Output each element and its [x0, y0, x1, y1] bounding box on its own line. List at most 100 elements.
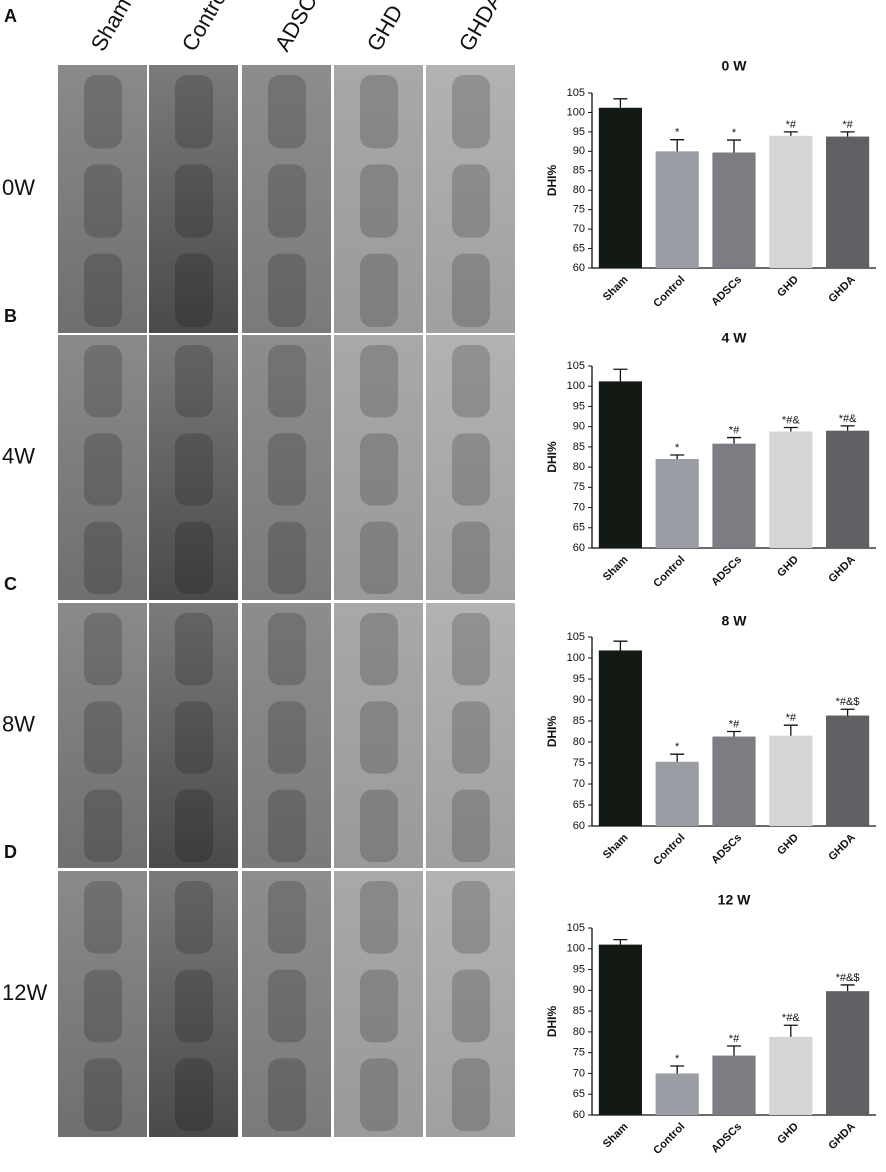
y-tick-label: 65	[573, 242, 585, 254]
vertebra	[452, 164, 490, 238]
y-tick-label: 105	[567, 360, 585, 372]
vertebra	[268, 75, 306, 149]
vertebra	[84, 881, 122, 954]
y-tick-label: 105	[567, 631, 585, 643]
vertebra	[175, 881, 213, 954]
annotation: *#&	[839, 413, 857, 425]
error-bar	[783, 426, 798, 432]
vertebra	[84, 253, 122, 327]
error-bar	[840, 984, 855, 992]
vertebra	[84, 433, 122, 506]
bar	[826, 991, 870, 1115]
vertebra	[268, 164, 306, 238]
bar	[826, 430, 870, 548]
vertebra	[268, 253, 306, 327]
x-tick-label: ADSCs	[709, 554, 744, 589]
bar	[655, 1073, 699, 1115]
y-tick-label: 100	[567, 943, 585, 955]
annotation: *#&$	[836, 972, 860, 984]
bar	[712, 443, 756, 548]
annotation: *	[675, 127, 680, 139]
annotation: *#	[786, 712, 797, 724]
vertebra	[268, 881, 306, 954]
y-tick-label: 80	[573, 736, 585, 748]
y-tick-label: 95	[573, 126, 585, 138]
vertebra	[360, 433, 398, 506]
error-bar	[727, 436, 741, 444]
error-bar	[727, 1045, 741, 1056]
vertebra	[360, 789, 398, 862]
xray-image	[426, 871, 515, 1137]
y-tick-label: 90	[573, 984, 585, 996]
y-tick-label: 85	[573, 165, 585, 177]
xray-image	[58, 871, 147, 1137]
xray-image	[242, 603, 331, 868]
vertebra	[360, 253, 398, 327]
y-tick-label: 75	[573, 481, 585, 493]
x-tick-label: ADSCs	[709, 1121, 744, 1156]
bar	[655, 459, 699, 548]
vertebra	[175, 345, 213, 418]
y-tick-label: 70	[573, 223, 585, 235]
y-axis-label: DHI%	[545, 441, 559, 473]
xray-image	[58, 65, 147, 333]
vertebra	[360, 164, 398, 238]
column-label: ADSCs	[270, 0, 328, 55]
xray-image	[58, 603, 147, 868]
xray-image	[149, 603, 238, 868]
x-tick-label: ADSCs	[709, 832, 744, 867]
row-label: 8W	[2, 711, 35, 736]
vertebra	[84, 969, 122, 1043]
error-bar	[840, 131, 855, 137]
bar	[598, 650, 642, 826]
row-label: 12W	[2, 980, 47, 1005]
x-tick-label: Control	[651, 274, 687, 310]
annotation: *#&$	[836, 696, 860, 708]
chart-title: 4 W	[722, 330, 748, 346]
annotation: *#&	[782, 414, 800, 426]
vertebra	[268, 1058, 306, 1131]
y-tick-label: 100	[567, 380, 585, 392]
bar	[712, 1055, 756, 1115]
vertebra	[175, 253, 213, 327]
y-tick-label: 70	[573, 778, 585, 790]
y-tick-label: 95	[573, 963, 585, 975]
error-bar	[670, 753, 685, 762]
y-tick-label: 80	[573, 184, 585, 196]
column-label: GHDA	[454, 0, 508, 55]
error-bar	[613, 98, 628, 108]
bar	[769, 1036, 813, 1115]
x-tick-label: Sham	[601, 832, 631, 862]
bar	[769, 431, 813, 548]
chart-title: 12 W	[718, 892, 751, 908]
vertebra	[268, 701, 306, 774]
vertebra	[175, 75, 213, 149]
vertebra	[84, 521, 122, 594]
y-tick-label: 70	[573, 1067, 585, 1079]
vertebra	[268, 521, 306, 594]
xray-image	[242, 335, 331, 600]
bar	[826, 715, 870, 826]
y-tick-label: 105	[567, 87, 585, 99]
panel-label: A	[4, 6, 17, 26]
annotation: *#&	[782, 1012, 800, 1024]
vertebra	[268, 433, 306, 506]
x-tick-label: Sham	[601, 1121, 631, 1151]
y-tick-label: 85	[573, 441, 585, 453]
vertebra	[268, 789, 306, 862]
y-axis-label: DHI%	[545, 716, 559, 748]
vertebra	[175, 433, 213, 506]
vertebra	[84, 75, 122, 149]
vertebra	[452, 433, 490, 506]
xray-image	[149, 871, 238, 1137]
annotation: *#	[842, 119, 853, 131]
y-tick-label: 85	[573, 1005, 585, 1017]
vertebra	[360, 75, 398, 149]
y-tick-label: 95	[573, 673, 585, 685]
x-tick-label: GHDA	[826, 832, 857, 863]
y-tick-label: 80	[573, 1026, 585, 1038]
error-bar	[840, 708, 855, 716]
vertebra	[452, 881, 490, 954]
y-tick-label: 60	[573, 262, 585, 274]
xray-images	[58, 65, 515, 1137]
